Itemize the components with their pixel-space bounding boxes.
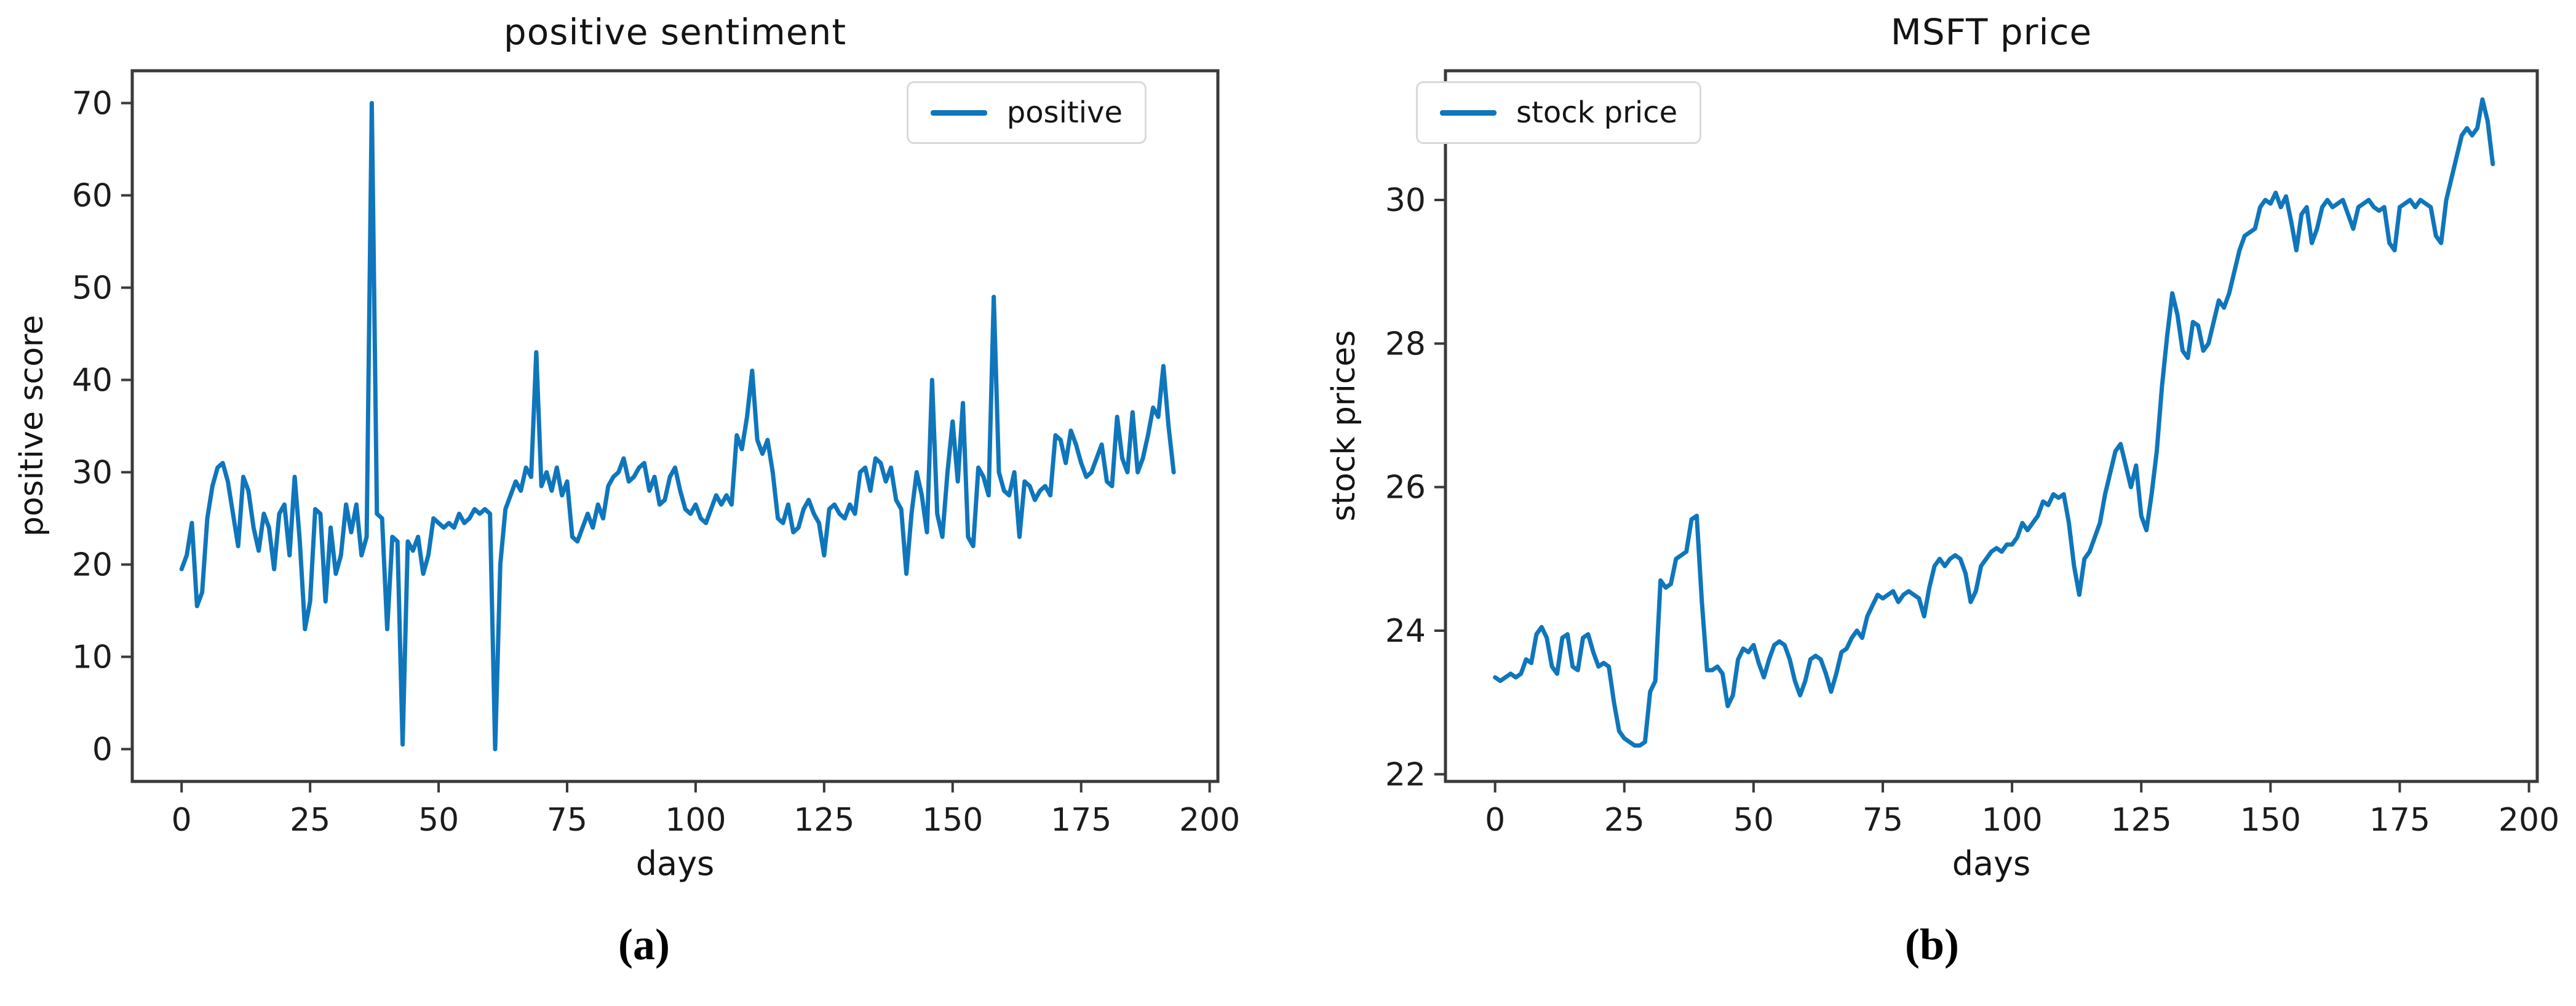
y-tick-label: 28 (1385, 325, 1426, 362)
x-tick-label: 200 (2498, 802, 2559, 839)
legend-line-swatch (1440, 110, 1497, 116)
x-tick-label: 125 (793, 802, 854, 839)
x-tick-label: 50 (418, 802, 459, 839)
y-tick-label: 26 (1385, 469, 1426, 506)
legend-line-swatch (930, 110, 987, 116)
positive-series-line (179, 101, 1176, 751)
legend: stock price (1416, 81, 1702, 144)
y-tick-label: 50 (72, 270, 113, 307)
x-tick-label: 75 (547, 802, 587, 839)
x-tick-label: 0 (1485, 802, 1505, 839)
legend-label: positive (1006, 95, 1123, 130)
positive-sentiment-plot: 0 25 50 75 100 125 150 175 200 0 10 20 30 40 50 60 70 (72, 69, 1240, 839)
x-tick-label: 75 (1862, 802, 1903, 839)
plot-border (130, 69, 1220, 783)
y-tick-label: 70 (72, 86, 113, 122)
chart-title: MSFT price (1890, 11, 2093, 53)
subfigure-positive-sentiment: 0 25 50 75 100 125 150 175 200 0 10 20 30 40 50 60 70 po… (14, 11, 1240, 969)
plot-border (1444, 69, 2539, 783)
y-tick-label: 30 (72, 455, 113, 492)
x-tick-label: 25 (290, 802, 330, 839)
x-tick-label: 100 (665, 802, 726, 839)
x-tick-label: 175 (1051, 802, 1111, 839)
y-tick-label: 24 (1385, 613, 1426, 650)
x-tick-label: 175 (2369, 802, 2430, 839)
x-axis-label: days (635, 844, 715, 883)
msft-price-plot: 0 25 50 75 100 125 150 175 200 22 24 26 28 30 (1385, 69, 2559, 839)
x-tick-label: 0 (172, 802, 192, 839)
x-tick-label: 25 (1604, 802, 1645, 839)
y-tick-label: 22 (1385, 756, 1426, 793)
y-tick-label: 10 (72, 639, 113, 676)
x-tick-label: 150 (2240, 802, 2301, 839)
y-tick-label: 0 (92, 732, 113, 768)
legend-label: stock price (1516, 95, 1678, 130)
x-tick-label: 125 (2111, 802, 2172, 839)
subfigure-caption-b: (b) (1905, 920, 1959, 969)
y-tick-label: 40 (72, 362, 113, 399)
legend: positive (906, 81, 1147, 144)
y-axis-label: positive score (14, 314, 50, 537)
chart-title: positive sentiment (503, 11, 847, 53)
stock-price-series-line (1493, 97, 2495, 748)
x-tick-label: 100 (1981, 802, 2042, 839)
y-axis-label: stock prices (1326, 330, 1362, 522)
x-axis-label: days (1952, 844, 2031, 883)
subfigure-caption-a: (a) (618, 920, 670, 969)
x-tick-label: 200 (1179, 802, 1240, 839)
y-tick-label: 30 (1385, 182, 1426, 219)
x-tick-label: 50 (1733, 802, 1774, 839)
y-tick-label: 60 (72, 178, 113, 215)
subfigure-msft-price: 0 25 50 75 100 125 150 175 200 22 24 26 28 30 MSFT pr… (1288, 0, 2576, 1006)
y-tick-label: 20 (72, 547, 113, 584)
x-tick-label: 150 (922, 802, 983, 839)
